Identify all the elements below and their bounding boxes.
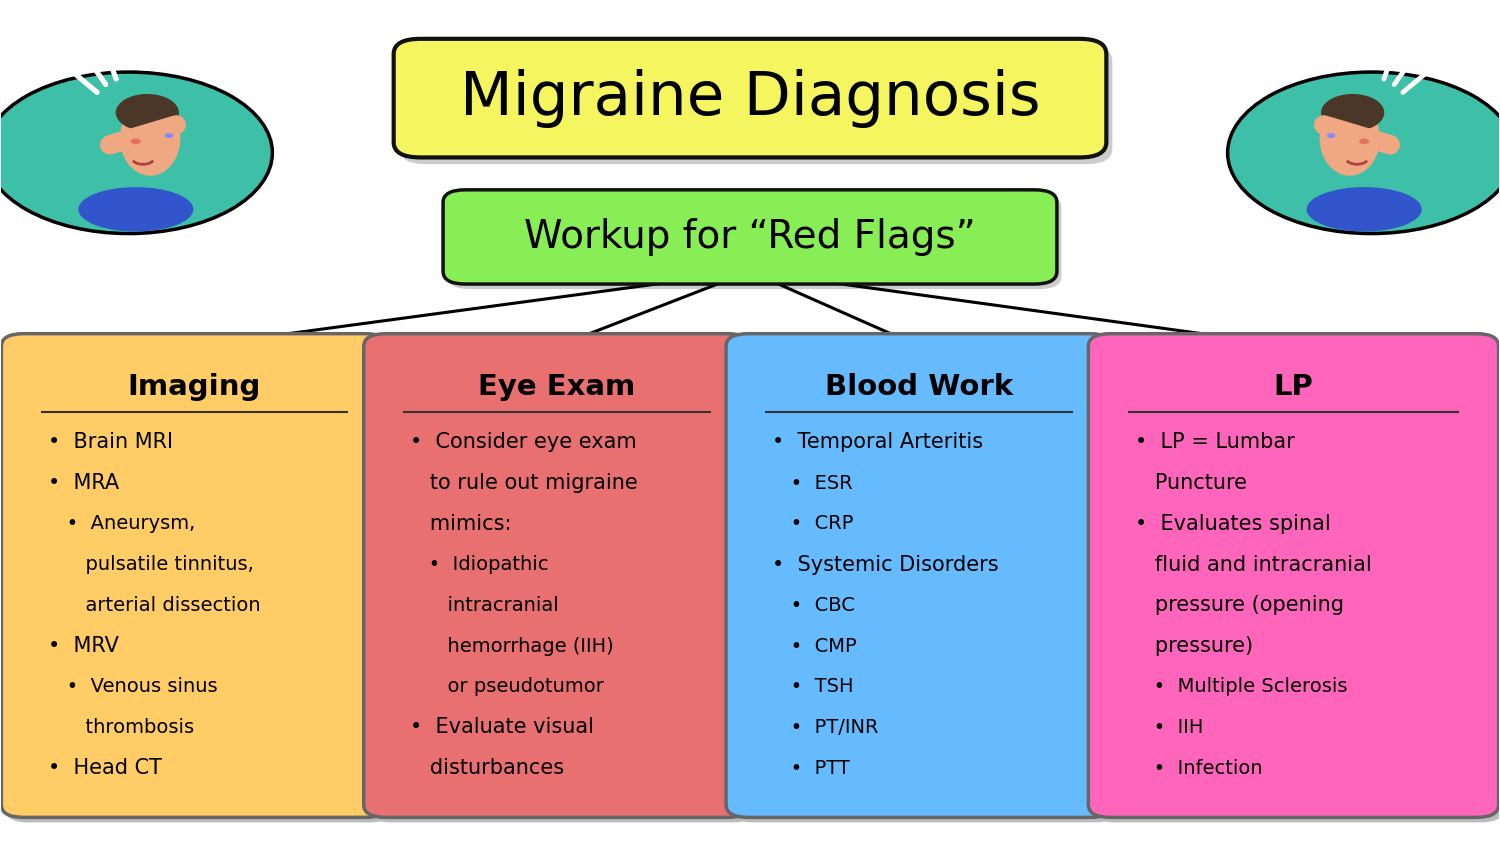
FancyBboxPatch shape <box>399 46 1113 165</box>
FancyBboxPatch shape <box>368 338 754 822</box>
FancyBboxPatch shape <box>447 195 1062 289</box>
Text: •  CMP: • CMP <box>772 636 856 656</box>
Text: •  CRP: • CRP <box>772 514 853 533</box>
Text: LP: LP <box>1274 373 1314 401</box>
Text: •  PT/INR: • PT/INR <box>772 718 879 737</box>
FancyBboxPatch shape <box>726 333 1113 817</box>
Ellipse shape <box>78 187 194 231</box>
Text: •  Systemic Disorders: • Systemic Disorders <box>772 555 999 575</box>
Text: •  IIH: • IIH <box>1136 718 1203 737</box>
Text: •  Evaluate visual: • Evaluate visual <box>410 717 594 738</box>
Text: pressure (opening: pressure (opening <box>1136 595 1344 615</box>
Text: to rule out migraine: to rule out migraine <box>410 473 638 493</box>
Text: disturbances: disturbances <box>410 758 564 778</box>
Text: •  Idiopathic: • Idiopathic <box>410 555 549 574</box>
Ellipse shape <box>130 138 141 144</box>
Ellipse shape <box>120 101 180 176</box>
Text: mimics:: mimics: <box>410 514 512 534</box>
FancyBboxPatch shape <box>442 190 1058 284</box>
Circle shape <box>0 72 273 234</box>
FancyArrowPatch shape <box>110 125 177 145</box>
Ellipse shape <box>1322 94 1384 132</box>
FancyBboxPatch shape <box>363 333 750 817</box>
Text: •  MRV: • MRV <box>48 636 118 656</box>
Ellipse shape <box>1359 138 1370 144</box>
Text: •  Head CT: • Head CT <box>48 758 162 778</box>
Text: •  Infection: • Infection <box>1136 759 1263 777</box>
Text: •  Consider eye exam: • Consider eye exam <box>410 432 638 452</box>
Text: •  TSH: • TSH <box>772 677 853 696</box>
Text: intracranial: intracranial <box>410 596 560 614</box>
Text: •  ESR: • ESR <box>772 473 853 493</box>
Text: Imaging: Imaging <box>128 373 261 401</box>
Circle shape <box>1227 72 1500 234</box>
FancyBboxPatch shape <box>1094 338 1500 822</box>
Text: Blood Work: Blood Work <box>825 373 1014 401</box>
Text: arterial dissection: arterial dissection <box>48 596 261 614</box>
Text: •  LP = Lumbar: • LP = Lumbar <box>1136 432 1294 452</box>
Ellipse shape <box>1306 187 1422 231</box>
Text: •  MRA: • MRA <box>48 473 118 493</box>
Text: fluid and intracranial: fluid and intracranial <box>1136 555 1371 575</box>
Text: Workup for “Red Flags”: Workup for “Red Flags” <box>524 218 976 256</box>
Text: hemorrhage (IIH): hemorrhage (IIH) <box>410 636 614 656</box>
Ellipse shape <box>116 94 178 132</box>
Text: or pseudotumor: or pseudotumor <box>410 677 604 696</box>
Text: thrombosis: thrombosis <box>48 718 194 737</box>
Text: •  Venous sinus: • Venous sinus <box>48 677 217 696</box>
Text: pulsatile tinnitus,: pulsatile tinnitus, <box>48 555 254 574</box>
FancyArrowPatch shape <box>1323 125 1390 145</box>
Text: Migraine Diagnosis: Migraine Diagnosis <box>459 68 1041 127</box>
Text: •  Multiple Sclerosis: • Multiple Sclerosis <box>1136 677 1347 696</box>
Text: Puncture: Puncture <box>1136 473 1246 493</box>
Circle shape <box>165 133 172 138</box>
Text: •  PTT: • PTT <box>772 759 850 777</box>
Text: •  Brain MRI: • Brain MRI <box>48 432 172 452</box>
Circle shape <box>1328 133 1335 138</box>
Text: pressure): pressure) <box>1136 636 1252 656</box>
Text: •  Evaluates spinal: • Evaluates spinal <box>1136 514 1330 534</box>
FancyBboxPatch shape <box>2 333 387 817</box>
FancyBboxPatch shape <box>6 338 392 822</box>
Ellipse shape <box>1320 101 1380 176</box>
Text: Eye Exam: Eye Exam <box>478 373 636 401</box>
FancyBboxPatch shape <box>393 39 1107 158</box>
Text: •  Aneurysm,: • Aneurysm, <box>48 514 195 533</box>
FancyBboxPatch shape <box>1089 333 1498 817</box>
Text: •  Temporal Arteritis: • Temporal Arteritis <box>772 432 984 452</box>
FancyBboxPatch shape <box>730 338 1118 822</box>
Text: •  CBC: • CBC <box>772 596 855 614</box>
